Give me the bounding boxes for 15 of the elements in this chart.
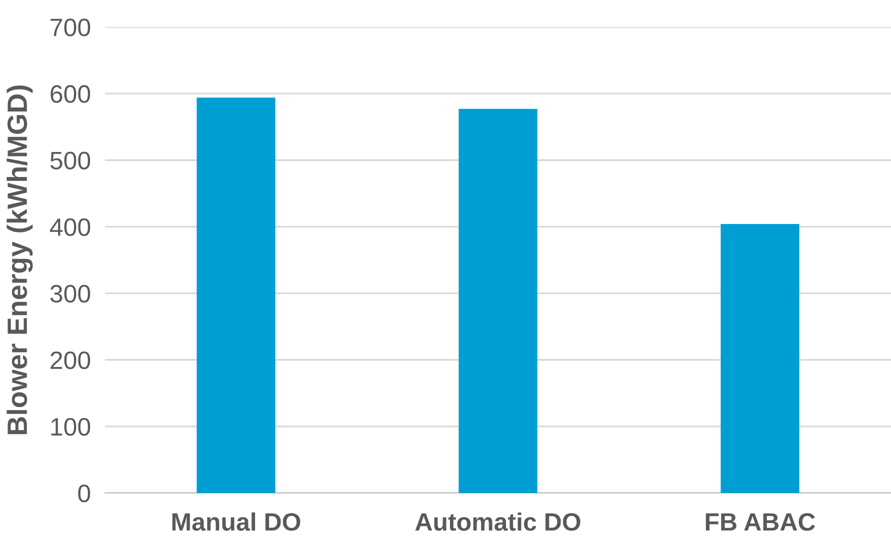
y-tick-label: 300 — [50, 284, 90, 303]
y-tick-label: 0 — [78, 484, 90, 502]
y-axis-title: Blower Energy (kWh/MGD) — [6, 85, 33, 434]
x-tick-label: Automatic DO — [415, 512, 580, 531]
bar — [720, 224, 800, 493]
y-tick-label: 600 — [50, 85, 90, 103]
y-tick-label: 400 — [50, 218, 90, 236]
y-tick-label: 500 — [50, 152, 90, 170]
y-tick-label: 700 — [50, 18, 90, 36]
x-tick-label: Manual DO — [172, 512, 300, 531]
y-tick-label: 100 — [51, 418, 90, 436]
bar — [458, 108, 538, 493]
bar — [196, 98, 276, 493]
y-tick-label: 200 — [50, 351, 90, 370]
x-tick-label: FB ABAC — [706, 513, 816, 531]
